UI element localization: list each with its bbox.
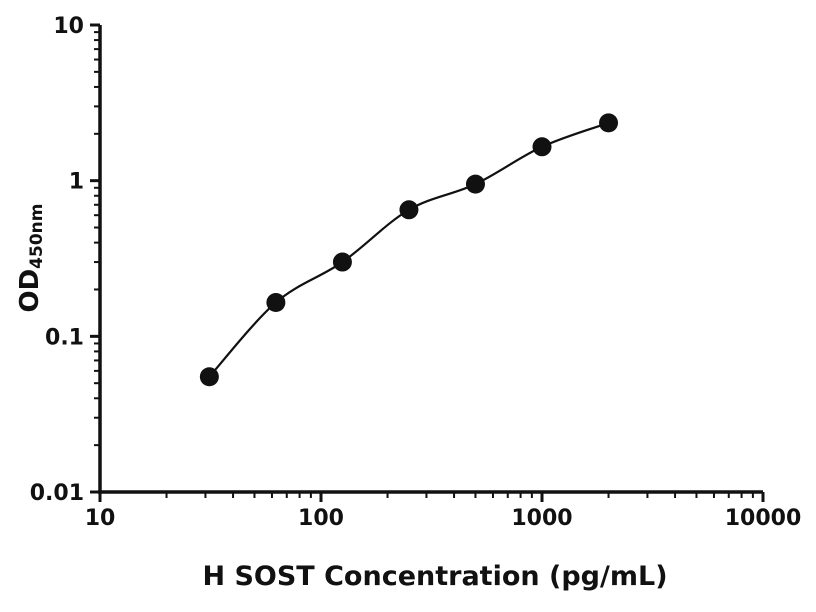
y-tick-label: 10 <box>53 14 84 39</box>
y-axis-title: OD450nm <box>15 204 47 313</box>
fit-curve <box>208 121 609 378</box>
data-point <box>266 292 286 312</box>
data-point <box>399 200 419 220</box>
y-tick-label: 0.01 <box>30 481 84 506</box>
y-tick-label: 1 <box>69 170 84 195</box>
data-point <box>332 252 352 272</box>
x-axis-title: H SOST Concentration (pg/mL) <box>202 561 667 592</box>
y-axis-title-subscript: 450nm <box>27 204 47 269</box>
y-axis-title-main: OD <box>15 269 45 313</box>
data-point <box>532 137 552 157</box>
y-tick-label: 0.1 <box>45 325 84 350</box>
data-point <box>599 113 619 133</box>
data-point <box>199 367 219 387</box>
chart-generated-layer: 10 100 1000 10000 0.01 0.1 1 10 <box>30 14 802 531</box>
x-tick-label: 100 <box>298 506 344 531</box>
data-point <box>465 174 485 194</box>
x-tick-label: 10000 <box>725 506 802 531</box>
x-tick-label: 1000 <box>511 506 572 531</box>
x-tick-label: 10 <box>85 506 116 531</box>
